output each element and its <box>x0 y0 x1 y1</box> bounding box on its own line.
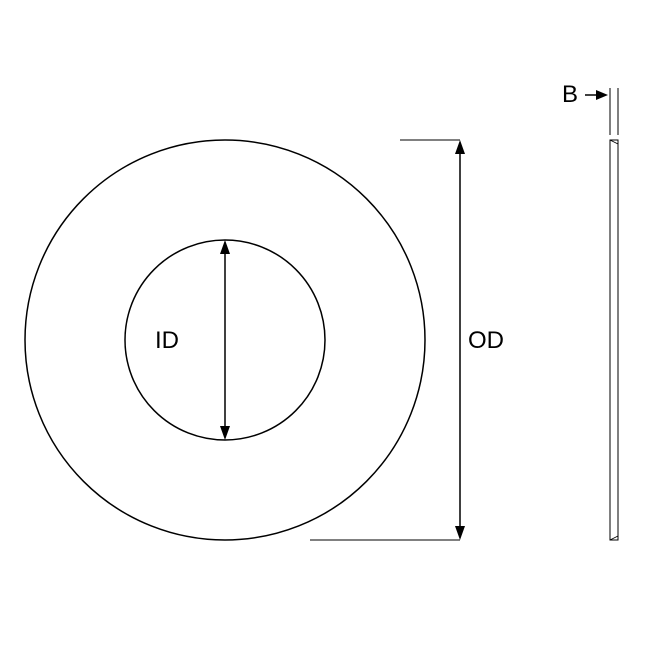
id-label: ID <box>155 327 179 354</box>
id-arrow-up-icon <box>220 240 230 254</box>
id-dimension: ID <box>155 240 230 440</box>
od-arrow-up-icon <box>455 140 465 154</box>
side-view: B <box>562 81 618 540</box>
id-arrow-down-icon <box>220 426 230 440</box>
washer-diagram: ID OD B <box>0 0 670 670</box>
od-dimension: OD <box>310 140 504 540</box>
b-arrow-right-icon <box>596 90 608 100</box>
front-view: ID <box>25 140 425 540</box>
b-dimension: B <box>562 81 618 135</box>
od-arrow-down-icon <box>455 526 465 540</box>
od-label: OD <box>468 327 504 354</box>
b-label: B <box>562 81 578 108</box>
